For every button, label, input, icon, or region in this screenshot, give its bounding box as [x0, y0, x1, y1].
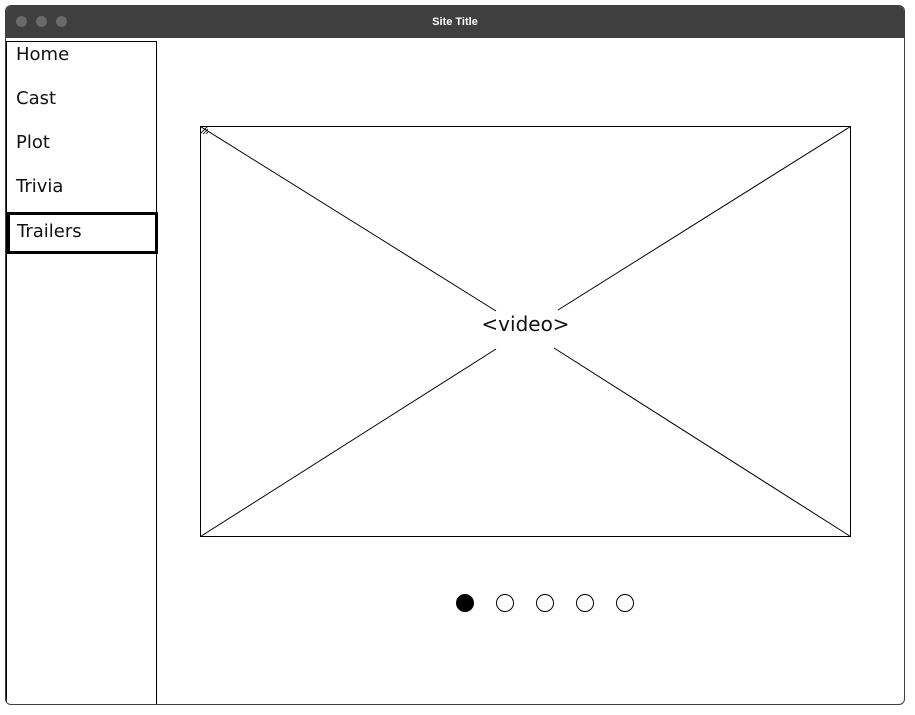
window-minimize-dot-icon[interactable] [36, 16, 47, 27]
video-label: <video> [481, 312, 570, 336]
sidebar-item-trailers[interactable]: Trailers [7, 212, 158, 254]
window-maximize-dot-icon[interactable] [56, 16, 67, 27]
sidebar-item-plot[interactable]: Plot [16, 132, 50, 153]
pager-dot-1[interactable] [456, 594, 474, 612]
window-close-dot-icon[interactable] [16, 16, 27, 27]
sidebar-item-cast[interactable]: Cast [16, 88, 57, 109]
sidebar-item-trivia[interactable]: Trivia [16, 176, 64, 197]
site-title: Site Title [432, 16, 478, 28]
pager-dot-2[interactable] [496, 594, 514, 612]
video-placeholder-graphic [200, 126, 851, 537]
pager-dot-4[interactable] [576, 594, 594, 612]
sidebar-item-home[interactable]: Home [16, 44, 70, 65]
pager-dot-5[interactable] [616, 594, 634, 612]
pager-dot-3[interactable] [536, 594, 554, 612]
title-bar: Site Title [6, 6, 904, 38]
resize-grip-icon[interactable] [200, 126, 208, 134]
sidebar-nav: Home Cast Plot Trivia Trailers [6, 41, 158, 704]
video-placeholder[interactable]: <video> [200, 126, 851, 537]
